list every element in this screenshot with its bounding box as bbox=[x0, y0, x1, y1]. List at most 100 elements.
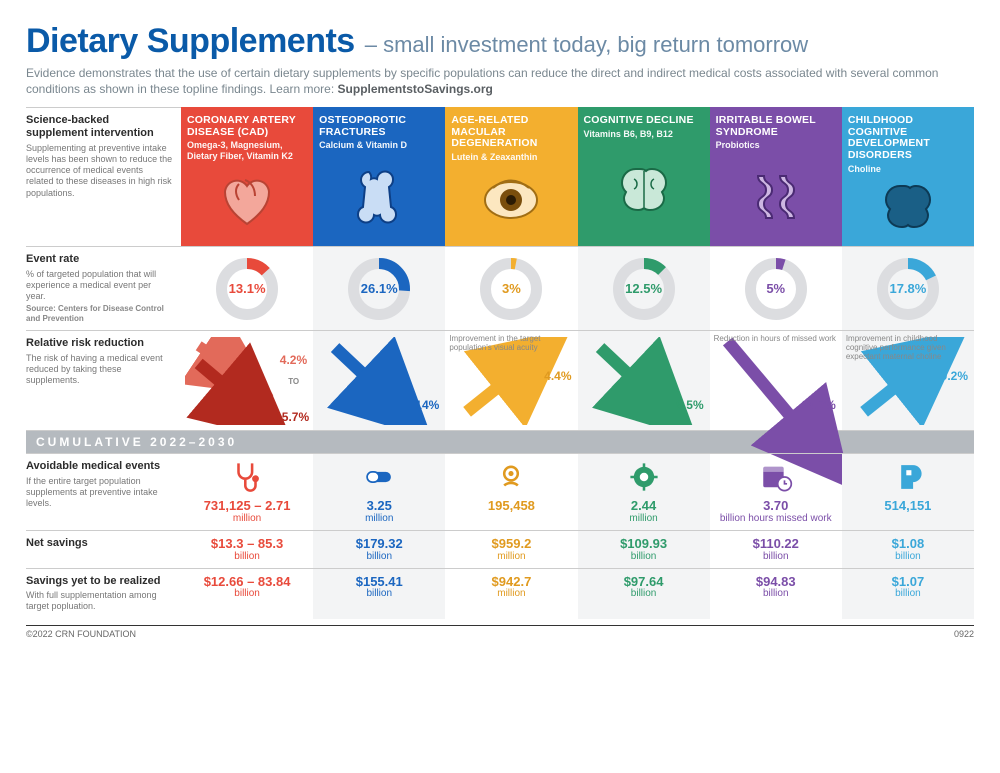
rowhead-netsavings-title: Net savings bbox=[26, 537, 173, 550]
savingsyet-unit: billion bbox=[317, 588, 441, 599]
avoidable-value: 3.70 bbox=[714, 499, 838, 513]
event-rate-value: 3% bbox=[502, 281, 521, 296]
supplement-name: Probiotics bbox=[716, 140, 836, 150]
avoidable-value: 514,151 bbox=[846, 499, 970, 513]
col-header-osteo: OSTEOPOROTIC FRACTURES Calcium & Vitamin… bbox=[313, 107, 445, 246]
eye-icon bbox=[451, 162, 571, 238]
condition-name: COGNITIVE DECLINE bbox=[584, 115, 704, 127]
bone-icon bbox=[319, 151, 439, 238]
rowhead-savingsyet: Savings yet to be realized With full sup… bbox=[26, 568, 181, 619]
rowhead-savingsyet-title: Savings yet to be realized bbox=[26, 575, 173, 588]
netsavings-unit: billion bbox=[317, 551, 441, 562]
event-rate-value: 12.5% bbox=[625, 281, 662, 296]
rowhead-intervention-desc: Supplementing at preventive intake level… bbox=[26, 143, 173, 199]
stethoscope-icon bbox=[185, 460, 309, 499]
event-rate-ibs: 5% bbox=[710, 246, 842, 330]
event-rate-cognitive: 12.5% bbox=[578, 246, 710, 330]
supplement-name: Lutein & Zeaxanthin bbox=[451, 152, 571, 162]
rrr-value: 4.4% bbox=[544, 369, 571, 383]
rrr-note: Improvement in childhood cognitive perfo… bbox=[846, 335, 970, 361]
netsavings-unit: billion bbox=[185, 551, 309, 562]
footer-right: 0922 bbox=[954, 629, 974, 639]
eyecare-icon bbox=[449, 460, 573, 499]
avoidable-unit: million bbox=[185, 513, 309, 524]
event-rate-osteo: 26.1% bbox=[313, 246, 445, 330]
netsavings-value: $13.3 – 85.3 bbox=[185, 537, 309, 551]
rrr-value: 34.7% bbox=[802, 398, 836, 412]
rowhead-avoidable-title: Avoidable medical events bbox=[26, 460, 173, 473]
rrr-note: Improvement in the target population's v… bbox=[449, 335, 573, 353]
savingsyet-cognitive: $97.64 billion bbox=[578, 568, 710, 619]
rowhead-savingsyet-desc: With full supplementation among target p… bbox=[26, 590, 173, 613]
rowhead-intervention: Science-backed supplement intervention S… bbox=[26, 107, 181, 246]
netsavings-ibs: $110.22 billion bbox=[710, 530, 842, 568]
rowhead-rrr-desc: The risk of having a medical event reduc… bbox=[26, 353, 173, 387]
netsavings-unit: billion bbox=[714, 551, 838, 562]
event-rate-value: 13.1% bbox=[229, 281, 266, 296]
rowhead-rrr: Relative risk reduction The risk of havi… bbox=[26, 330, 181, 430]
subtitle-link: SupplementstoSavings.org bbox=[338, 82, 493, 96]
netsavings-unit: billion bbox=[846, 551, 970, 562]
rrr-note: Reduction in hours of missed work bbox=[714, 335, 838, 344]
netsavings-macular: $959.2 million bbox=[445, 530, 577, 568]
intestine-icon bbox=[716, 151, 836, 238]
event-rate-macular: 3% bbox=[445, 246, 577, 330]
avoidable-ibs: 3.70 billion hours missed work bbox=[710, 453, 842, 530]
avoidable-unit: million bbox=[582, 513, 706, 524]
netsavings-value: $959.2 bbox=[449, 537, 573, 551]
netsavings-value: $110.22 bbox=[714, 537, 838, 551]
pill-icon bbox=[317, 460, 441, 499]
infographic-grid: Science-backed supplement intervention S… bbox=[26, 107, 974, 618]
supplement-name: Choline bbox=[848, 164, 968, 174]
condition-name: CORONARY ARTERY DISEASE (CAD) bbox=[187, 115, 307, 138]
headgear-icon bbox=[582, 460, 706, 499]
footer-left: ©2022 CRN FOUNDATION bbox=[26, 629, 136, 639]
rowhead-avoidable: Avoidable medical events If the entire t… bbox=[26, 453, 181, 530]
savingsyet-child: $1.07 billion bbox=[842, 568, 974, 619]
rowhead-eventrate-source: Source: Centers for Disease Control and … bbox=[26, 304, 173, 324]
netsavings-osteo: $179.32 billion bbox=[313, 530, 445, 568]
avoidable-unit: billion hours missed work bbox=[714, 513, 838, 524]
supplement-name: Calcium & Vitamin D bbox=[319, 140, 439, 150]
avoidable-macular: 195,458 bbox=[445, 453, 577, 530]
savingsyet-value: $12.66 – 83.84 bbox=[185, 575, 309, 589]
condition-name: OSTEOPOROTIC FRACTURES bbox=[319, 115, 439, 138]
savingsyet-macular: $942.7 million bbox=[445, 568, 577, 619]
savingsyet-value: $942.7 bbox=[449, 575, 573, 589]
avoidable-value: 731,125 – 2.71 bbox=[185, 499, 309, 513]
brain2-icon bbox=[848, 174, 968, 238]
rrr-value: 9.5% bbox=[676, 398, 703, 412]
rowhead-netsavings: Net savings bbox=[26, 530, 181, 568]
netsavings-cognitive: $109.93 billion bbox=[578, 530, 710, 568]
rrr-high: 15.7% bbox=[275, 410, 309, 424]
netsavings-value: $1.08 bbox=[846, 537, 970, 551]
avoidable-value: 195,458 bbox=[449, 499, 573, 513]
savingsyet-unit: million bbox=[449, 588, 573, 599]
netsavings-value: $109.93 bbox=[582, 537, 706, 551]
netsavings-child: $1.08 billion bbox=[842, 530, 974, 568]
avoidable-cognitive: 2.44 million bbox=[578, 453, 710, 530]
col-header-ibs: IRRITABLE BOWEL SYNDROME Probiotics bbox=[710, 107, 842, 246]
rowhead-rrr-title: Relative risk reduction bbox=[26, 337, 173, 350]
headpuzzle-icon bbox=[846, 460, 970, 499]
rrr-value: 9.2% bbox=[941, 369, 968, 383]
savingsyet-unit: billion bbox=[714, 588, 838, 599]
netsavings-value: $179.32 bbox=[317, 537, 441, 551]
netsavings-unit: billion bbox=[582, 551, 706, 562]
col-header-child: CHILDHOOD COGNITIVE DEVELOPMENT DISORDER… bbox=[842, 107, 974, 246]
savingsyet-unit: billion bbox=[185, 588, 309, 599]
page-title-sub: – small investment today, big return tom… bbox=[365, 32, 808, 58]
col-header-cad: CORONARY ARTERY DISEASE (CAD) Omega-3, M… bbox=[181, 107, 313, 246]
event-rate-value: 17.8% bbox=[889, 281, 926, 296]
condition-name: AGE-RELATED MACULAR DEGENERATION bbox=[451, 115, 571, 150]
rrr-mid: TO bbox=[288, 377, 299, 386]
rrr-osteo: 14% bbox=[313, 330, 445, 430]
netsavings-cad: $13.3 – 85.3 billion bbox=[181, 530, 313, 568]
savingsyet-osteo: $155.41 billion bbox=[313, 568, 445, 619]
supplement-name: Vitamins B6, B9, B12 bbox=[584, 129, 704, 139]
condition-name: IRRITABLE BOWEL SYNDROME bbox=[716, 115, 836, 138]
avoidable-value: 2.44 bbox=[582, 499, 706, 513]
savingsyet-value: $97.64 bbox=[582, 575, 706, 589]
calendar-icon bbox=[714, 460, 838, 499]
rrr-value: 14% bbox=[415, 398, 439, 412]
